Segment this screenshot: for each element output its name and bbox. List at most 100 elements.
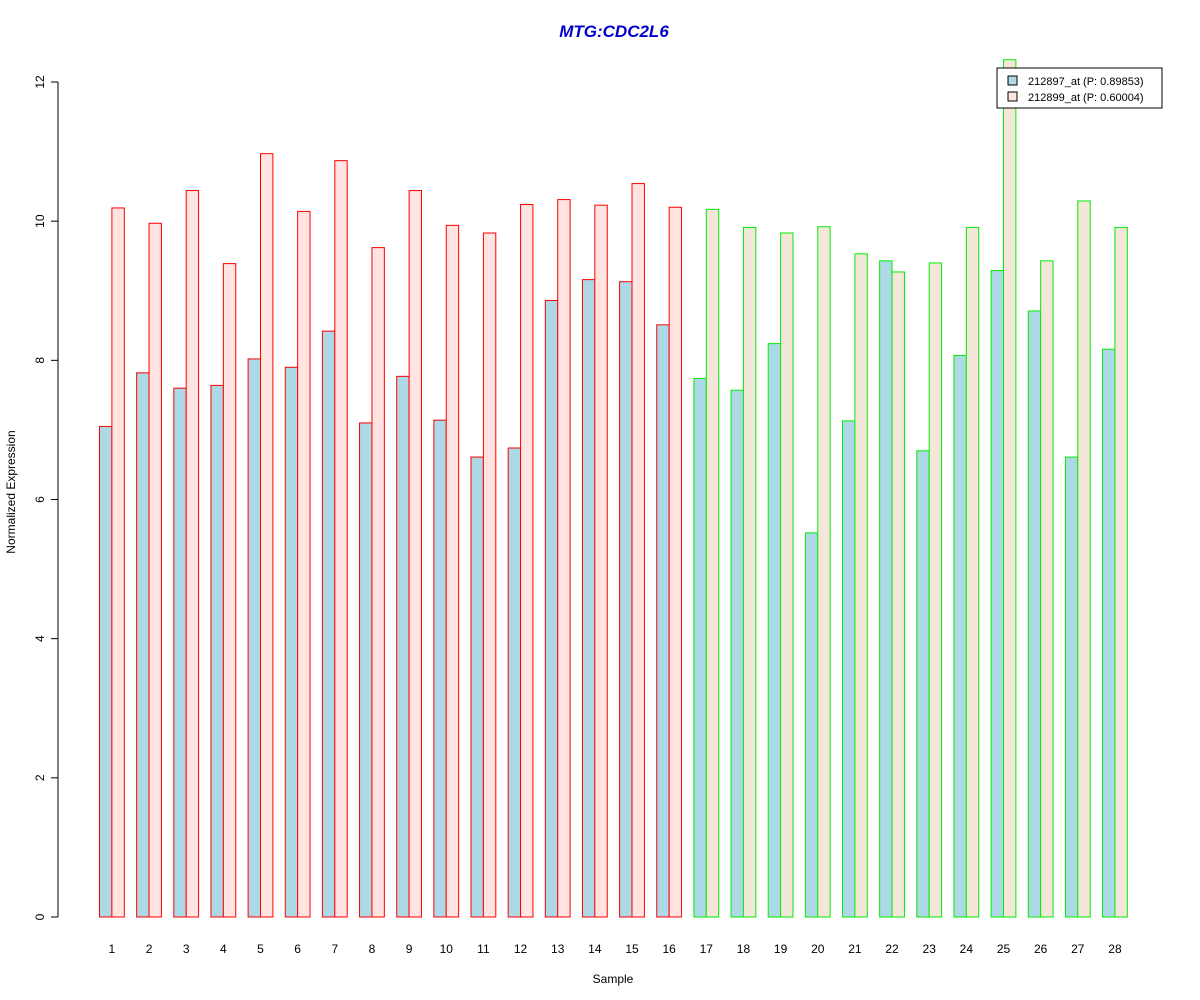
x-tick-label: 7 <box>331 942 338 956</box>
bar-series-1-sample-27 <box>1064 456 1079 918</box>
bar-series-2-sample-4 <box>222 263 237 918</box>
bar-series-1-sample-2 <box>136 372 150 918</box>
bar-series-1-sample-28 <box>1102 348 1116 918</box>
x-tick-label: 16 <box>662 942 676 956</box>
bar-series-2-sample-2 <box>148 222 162 918</box>
bar-series-1-sample-15 <box>619 281 633 918</box>
x-axis-label: Sample <box>593 972 634 986</box>
bar-series-2-sample-10 <box>445 224 460 918</box>
bars-layer <box>99 59 1128 918</box>
bar-series-2-sample-26 <box>1040 260 1054 918</box>
bar-series-2-sample-19 <box>780 232 794 918</box>
bar-series-1-sample-9 <box>396 375 410 918</box>
x-tick-label: 10 <box>440 942 454 956</box>
bar-series-2-sample-11 <box>482 232 497 918</box>
x-tick-label: 12 <box>514 942 528 956</box>
y-tick-label: 2 <box>33 774 47 781</box>
legend-swatch-series-2 <box>1007 91 1018 102</box>
x-tick-label: 2 <box>146 942 153 956</box>
x-tick-label: 25 <box>997 942 1011 956</box>
bar-series-1-sample-5 <box>247 358 262 918</box>
bar-series-1-sample-3 <box>173 387 187 918</box>
x-tick-label: 18 <box>737 942 751 956</box>
bar-series-2-sample-3 <box>185 190 200 918</box>
y-tick-label: 6 <box>33 496 47 503</box>
legend-box <box>996 67 1163 109</box>
bar-series-2-sample-12 <box>520 203 534 918</box>
bar-series-1-sample-26 <box>1027 310 1042 918</box>
bar-series-2-sample-18 <box>742 226 757 918</box>
bar-series-1-sample-7 <box>321 330 336 918</box>
bar-series-1-sample-25 <box>990 270 1004 918</box>
bar-series-1-sample-13 <box>544 299 559 918</box>
x-axis-tick-labels: 1 2 3 4 5 6 7 8 9 10 11 12 13 14 15 16 17 18 19 20 21 22 23 24 2… <box>109 942 1122 956</box>
bar-series-1-sample-1 <box>99 425 113 918</box>
bar-series-1-sample-14 <box>581 279 596 918</box>
x-tick-label: 3 <box>183 942 190 956</box>
bar-series-2-sample-22 <box>891 271 905 918</box>
legend-label-series-2: 212899_at (P: 0.60004) <box>1028 92 1144 104</box>
bar-series-1-sample-10 <box>433 419 447 918</box>
x-tick-label: 27 <box>1071 942 1085 956</box>
bar-series-2-sample-23 <box>928 262 943 918</box>
x-tick-label: 22 <box>885 942 899 956</box>
bar-series-2-sample-8 <box>371 247 385 918</box>
x-tick-label: 15 <box>625 942 639 956</box>
x-tick-label: 5 <box>257 942 264 956</box>
bar-series-1-sample-24 <box>953 354 967 918</box>
legend-label-series-1: 212897_at (P: 0.89853) <box>1028 76 1144 88</box>
bar-series-2-sample-16 <box>668 206 683 918</box>
x-tick-label: 4 <box>220 942 227 956</box>
bar-series-2-sample-24 <box>965 226 980 918</box>
x-tick-label: 13 <box>551 942 565 956</box>
y-tick-label: 12 <box>33 75 47 89</box>
bar-series-1-sample-8 <box>359 422 373 918</box>
bar-series-2-sample-6 <box>297 210 311 918</box>
x-tick-label: 24 <box>960 942 974 956</box>
bar-series-1-sample-4 <box>210 384 224 918</box>
x-tick-label: 1 <box>109 942 116 956</box>
bar-series-1-sample-11 <box>470 456 484 918</box>
bar-series-2-sample-13 <box>557 199 571 918</box>
x-tick-label: 17 <box>700 942 714 956</box>
y-axis: 0 2 4 6 8 10 12 <box>33 75 59 920</box>
bar-series-2-sample-27 <box>1077 200 1091 918</box>
bar-series-2-sample-15 <box>631 183 645 918</box>
y-tick-label: 0 <box>33 913 47 920</box>
bar-series-2-sample-7 <box>334 160 348 918</box>
x-tick-label: 20 <box>811 942 825 956</box>
bar-series-2-sample-1 <box>111 207 125 918</box>
bar-series-1-sample-20 <box>804 532 819 918</box>
legend-swatch-series-1 <box>1007 75 1018 86</box>
x-tick-label: 28 <box>1108 942 1122 956</box>
bar-series-2-sample-20 <box>817 226 831 918</box>
x-tick-label: 6 <box>294 942 301 956</box>
bar-series-1-sample-23 <box>916 450 930 918</box>
y-tick-label: 10 <box>33 214 47 228</box>
x-tick-label: 21 <box>848 942 862 956</box>
bar-series-1-sample-19 <box>767 343 782 918</box>
x-tick-label: 26 <box>1034 942 1048 956</box>
bar-series-2-sample-21 <box>854 253 868 918</box>
bar-series-2-sample-17 <box>705 208 720 918</box>
x-tick-label: 9 <box>406 942 413 956</box>
bar-series-1-sample-18 <box>730 389 744 918</box>
bar-series-2-sample-9 <box>408 190 423 918</box>
x-tick-label: 23 <box>923 942 937 956</box>
chart-title: MTG:CDC2L6 <box>559 22 669 41</box>
bar-series-2-sample-5 <box>260 153 274 918</box>
bar-series-1-sample-17 <box>693 377 707 918</box>
bar-series-1-sample-6 <box>284 366 299 918</box>
bar-series-2-sample-14 <box>594 204 608 918</box>
y-tick-label: 8 <box>33 357 47 364</box>
legend: 212897_at (P: 0.89853) 212899_at (P: 0.6… <box>996 67 1163 109</box>
x-tick-label: 11 <box>477 942 490 956</box>
bar-series-1-sample-21 <box>842 420 856 918</box>
y-axis-label: Normalized Expression <box>4 430 18 553</box>
y-tick-label: 4 <box>33 635 47 642</box>
x-tick-label: 19 <box>774 942 788 956</box>
bar-series-2-sample-28 <box>1114 226 1128 918</box>
x-tick-label: 8 <box>369 942 376 956</box>
